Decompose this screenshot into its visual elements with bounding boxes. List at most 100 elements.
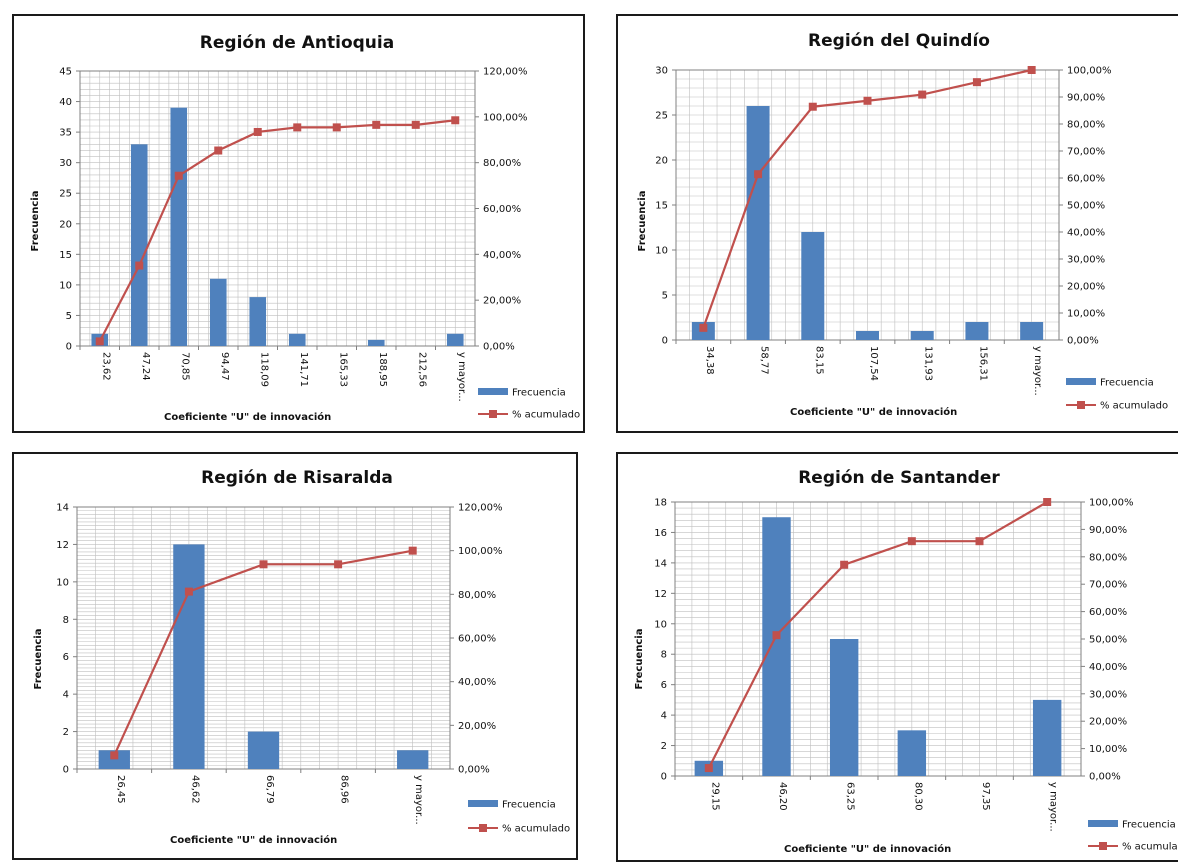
y2-tick-label: 70,00%	[1089, 580, 1127, 591]
y2-tick-label: 100,00%	[458, 546, 503, 557]
y-tick-label: 10	[655, 246, 668, 257]
y-axis-label: Frecuencia	[33, 629, 44, 690]
x-category-label: 107,54	[868, 346, 879, 381]
legend-marker-acumulado	[1099, 842, 1107, 850]
chart-quindio: Región del Quindío 0 5 10 15 20 25 30 0,00% 10,00…	[637, 31, 1168, 418]
marker-acumulado	[907, 537, 916, 546]
marker-acumulado	[408, 546, 417, 555]
y2-tick-label: 20,00%	[483, 296, 521, 307]
y2-tick-label: 20,00%	[1067, 282, 1105, 293]
y-tick-label: 45	[59, 67, 72, 78]
y-tick-label: 25	[59, 189, 72, 200]
y-tick-label: 0	[662, 336, 668, 347]
bar-frecuencia	[746, 106, 770, 340]
legend-label-acumulado: % acumulado	[502, 824, 570, 835]
line-acumulado	[98, 119, 456, 342]
gridlines	[76, 506, 451, 770]
legend-swatch-frecuencia	[478, 388, 508, 395]
y2-tick-label: 40,00%	[1067, 228, 1105, 239]
x-category-label: 188,95	[377, 352, 388, 387]
chart-panel-antioquia: Región de Antioquia 0 5 10 15 20 25 30 35 40 45 0,0…	[12, 14, 585, 433]
marker-acumulado	[411, 120, 420, 129]
y2-tick-label: 100,00%	[1089, 498, 1134, 509]
y-tick-label: 8	[661, 650, 667, 661]
y2-tick-label: 50,00%	[1067, 201, 1105, 212]
y2-tick-label: 10,00%	[1089, 744, 1127, 755]
legend-swatch-frecuencia	[468, 800, 498, 807]
bar-frecuencia	[856, 331, 879, 340]
y2-tick-label: 30,00%	[1067, 255, 1105, 266]
y-tick-label: 30	[59, 158, 72, 169]
x-category-label: y mayor...	[413, 775, 424, 825]
y2-tick-label: 40,00%	[458, 677, 496, 688]
x-category-label: 118,09	[258, 352, 269, 387]
x-category-label: 47,24	[140, 352, 151, 381]
y-tick-label: 4	[661, 711, 667, 722]
bar-frecuencia	[130, 144, 148, 346]
x-axis-label: Coeficiente "U" de innovación	[784, 843, 951, 855]
y-tick-label: 18	[654, 498, 667, 509]
y-tick-label: 30	[655, 66, 668, 77]
x-category-label: 80,30	[912, 782, 923, 811]
bar-frecuencia	[1032, 699, 1062, 776]
chart-panel-risaralda: Región de Risaralda 0 2 4 6 8 10 12 14 0,00% 20,00…	[12, 452, 578, 860]
y2-tick-label: 70,00%	[1067, 147, 1105, 158]
bar-frecuencia	[209, 278, 227, 346]
chart-risaralda: Región de Risaralda 0 2 4 6 8 10 12 14 0,00% 20,00…	[33, 468, 570, 846]
x-category-label: 156,31	[977, 346, 988, 381]
y-tick-label: 15	[59, 250, 72, 261]
y-tick-label: 12	[654, 589, 667, 600]
y-tick-label: 6	[63, 652, 69, 663]
x-axis-label: Coeficiente "U" de innovación	[790, 406, 957, 418]
line-acumulado	[707, 501, 1048, 769]
marker-acumulado	[1027, 66, 1036, 74]
y2-tick-label: 30,00%	[1089, 689, 1127, 700]
bar-frecuencia	[170, 107, 188, 347]
y-tick-label: 35	[59, 128, 72, 139]
y2-tick-label: 40,00%	[1089, 662, 1127, 673]
marker-acumulado	[918, 90, 927, 99]
chart-santander: Región de Santander 0 2 4 6 8 10 12 14 16 18 0,00% 1…	[634, 468, 1178, 855]
y2-tick-label: 0,00%	[483, 342, 515, 353]
x-category-label: y mayor...	[1048, 782, 1059, 832]
marker-acumulado	[259, 560, 268, 569]
bar-frecuencia	[801, 232, 825, 340]
y-axis-label: Frecuencia	[634, 629, 645, 690]
legend-label-frecuencia: Frecuencia	[502, 800, 556, 811]
marker-acumulado	[863, 96, 872, 105]
legend-marker-acumulado	[489, 410, 497, 418]
y-tick-label: 4	[63, 690, 69, 701]
x-category-label: 131,93	[923, 346, 934, 381]
y2-tick-label: 20,00%	[458, 721, 496, 732]
y-tick-label: 16	[654, 528, 667, 539]
legend-swatch-frecuencia	[1088, 820, 1118, 827]
y2-tick-label: 10,00%	[1067, 309, 1105, 320]
y2-tick-label: 120,00%	[483, 67, 528, 78]
y2-tick-label: 100,00%	[1067, 66, 1112, 77]
chart-title: Región de Santander	[798, 468, 1000, 488]
x-category-label: y mayor...	[1032, 346, 1043, 396]
bar-frecuencia	[762, 517, 791, 776]
chart-panel-quindio: Región del Quindío 0 5 10 15 20 25 30 0,00% 10,00…	[616, 14, 1178, 433]
legend-label-acumulado: % acumulado	[1122, 842, 1178, 853]
bar-frecuencia	[897, 730, 927, 776]
bar-frecuencia	[247, 731, 280, 769]
y-axis-label: Frecuencia	[30, 191, 41, 252]
x-category-label: 97,35	[980, 782, 991, 811]
y-tick-label: 10	[654, 619, 667, 630]
y-tick-label: 14	[654, 558, 667, 569]
y2-tick-label: 80,00%	[1067, 120, 1105, 131]
y2-tick-label: 0,00%	[1067, 336, 1099, 347]
y-tick-label: 15	[655, 201, 668, 212]
y2-tick-label: 80,00%	[458, 590, 496, 601]
legend-label-acumulado: % acumulado	[1100, 401, 1168, 412]
chart-antioquia: Región de Antioquia 0 5 10 15 20 25 30 35 40 45 0,0…	[30, 33, 580, 423]
y2-tick-label: 60,00%	[483, 204, 521, 215]
chart-panel-santander: Región de Santander 0 2 4 6 8 10 12 14 16 18 0,00% 1…	[616, 452, 1178, 862]
marker-acumulado	[184, 587, 193, 596]
y-tick-label: 25	[655, 111, 668, 122]
marker-acumulado	[840, 560, 849, 569]
x-category-label: 46,62	[189, 775, 200, 804]
gridlines	[675, 69, 1060, 341]
x-category-label: y mayor...	[456, 352, 467, 402]
